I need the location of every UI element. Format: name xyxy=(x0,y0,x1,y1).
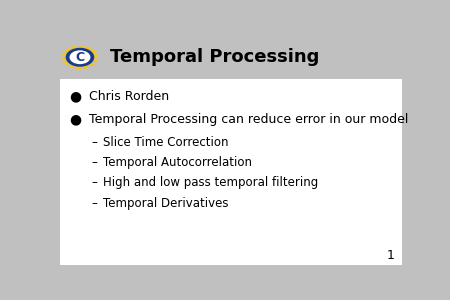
Text: –: – xyxy=(91,176,97,189)
Text: Slice Time Correction: Slice Time Correction xyxy=(104,136,229,149)
FancyBboxPatch shape xyxy=(60,79,401,265)
Text: ●: ● xyxy=(69,112,81,126)
Wedge shape xyxy=(89,49,96,54)
Text: –: – xyxy=(91,197,97,210)
Text: Temporal Autocorrelation: Temporal Autocorrelation xyxy=(104,156,252,169)
Wedge shape xyxy=(63,61,71,65)
Wedge shape xyxy=(62,57,68,61)
Wedge shape xyxy=(83,64,89,69)
Circle shape xyxy=(66,48,94,67)
Text: Temporal Processing can reduce error in our model: Temporal Processing can reduce error in … xyxy=(90,113,409,126)
Wedge shape xyxy=(91,58,98,62)
Text: 1: 1 xyxy=(387,249,395,262)
Text: Temporal Derivatives: Temporal Derivatives xyxy=(104,197,229,210)
Text: High and low pass temporal filtering: High and low pass temporal filtering xyxy=(104,176,319,189)
Wedge shape xyxy=(65,48,72,52)
Wedge shape xyxy=(76,65,81,69)
FancyBboxPatch shape xyxy=(56,36,405,79)
Text: Chris Rorden: Chris Rorden xyxy=(90,90,170,103)
Wedge shape xyxy=(85,46,91,51)
Circle shape xyxy=(69,50,90,64)
Wedge shape xyxy=(62,52,69,56)
Text: C: C xyxy=(76,51,85,64)
Text: –: – xyxy=(91,156,97,169)
Wedge shape xyxy=(88,62,95,67)
Wedge shape xyxy=(71,46,77,50)
Wedge shape xyxy=(79,45,84,49)
Text: –: – xyxy=(91,136,97,149)
Wedge shape xyxy=(69,64,75,68)
Text: ●: ● xyxy=(69,89,81,103)
Wedge shape xyxy=(92,54,98,57)
Text: Temporal Processing: Temporal Processing xyxy=(110,48,320,66)
